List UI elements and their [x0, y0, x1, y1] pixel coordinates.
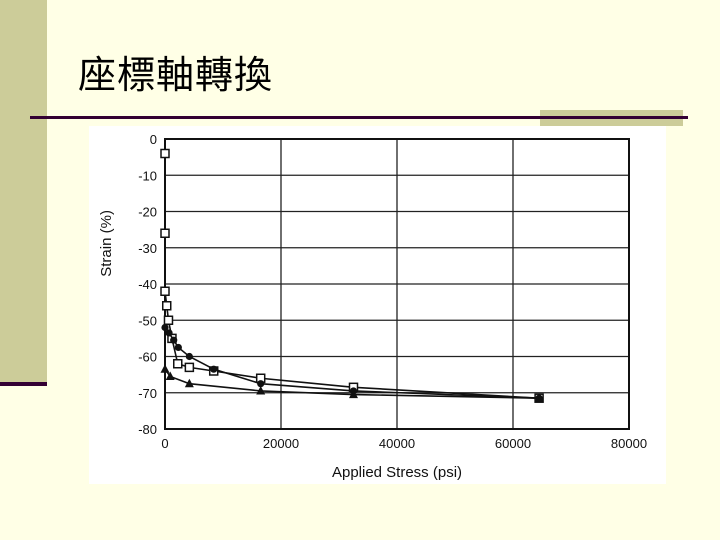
- series-filled-circle: [161, 323, 543, 402]
- data-point: [185, 352, 193, 361]
- x-axis-label: Applied Stress (psi): [332, 464, 462, 481]
- data-point: [160, 228, 170, 238]
- data-point: [160, 286, 170, 296]
- data-point: [256, 385, 266, 395]
- data-point: [257, 380, 265, 388]
- slide-title: 座標軸轉換: [78, 53, 274, 97]
- strain-stress-chart: 0 20000 40000 60000 80000 0 -10 -20 -30 -40 -50 -60…: [98, 132, 647, 481]
- tick-labels: 0 20000 40000 60000 80000 0 -10 -20 -30 -40 -50 -60…: [138, 132, 647, 451]
- chart-panel: 0 20000 40000 60000 80000 0 -10 -20 -30 -40 -50 -60…: [89, 126, 666, 484]
- data-point: [165, 329, 173, 337]
- y-tick-label: -70: [138, 386, 157, 401]
- y-tick-label: -30: [138, 241, 157, 256]
- chart-grid: [165, 139, 629, 429]
- data-point: [173, 359, 183, 369]
- data-point: [160, 364, 170, 373]
- data-point: [210, 365, 218, 373]
- y-tick-label: -20: [138, 205, 157, 220]
- data-point: [184, 362, 195, 373]
- left-accent-line: [0, 382, 47, 386]
- y-tick-label: -50: [138, 313, 157, 328]
- series-open-square: [160, 148, 544, 403]
- x-tick-label: 60000: [495, 436, 531, 451]
- y-tick-label: 0: [150, 132, 157, 147]
- data-point: [165, 371, 175, 380]
- series-filled-triangle: [160, 364, 544, 402]
- y-tick-label: -40: [138, 277, 157, 292]
- x-tick-label: 40000: [379, 436, 415, 451]
- y-axis-label: Strain (%): [98, 210, 115, 277]
- data-point: [160, 148, 170, 159]
- x-tick-label: 80000: [611, 436, 647, 451]
- data-point: [184, 378, 194, 388]
- data-point: [163, 315, 174, 325]
- left-accent-bar: [0, 0, 47, 382]
- data-point: [170, 336, 178, 344]
- data-point: [349, 389, 358, 399]
- title-rule: [30, 116, 688, 119]
- x-tick-label: 20000: [263, 436, 299, 451]
- x-tick-label: 0: [161, 436, 168, 451]
- data-point: [174, 343, 182, 352]
- data-point: [161, 301, 172, 311]
- data-point: [534, 393, 544, 402]
- y-tick-label: -10: [138, 168, 157, 183]
- series-line: [164, 153, 540, 399]
- data-point: [161, 323, 169, 332]
- series-layer: [160, 148, 544, 403]
- y-tick-label: -80: [138, 422, 157, 437]
- y-tick-label: -60: [138, 350, 157, 365]
